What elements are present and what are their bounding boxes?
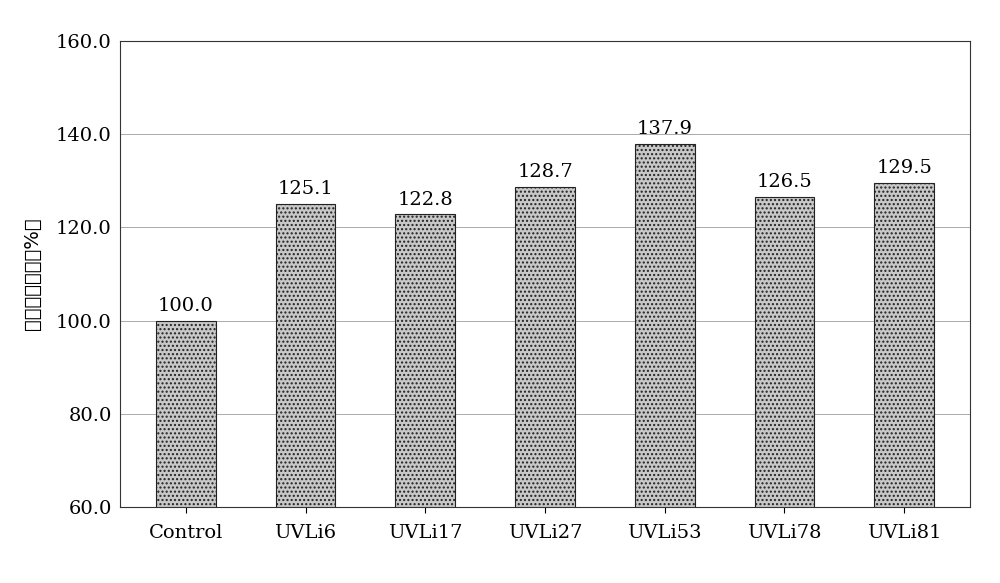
Text: 122.8: 122.8 <box>397 191 453 209</box>
Bar <box>874 183 934 507</box>
Text: 126.5: 126.5 <box>757 174 812 191</box>
Bar <box>395 215 455 507</box>
Bar <box>515 187 575 507</box>
Text: 100.0: 100.0 <box>158 297 214 315</box>
Bar <box>755 197 814 507</box>
Text: 128.7: 128.7 <box>517 163 573 181</box>
Text: 125.1: 125.1 <box>278 180 333 198</box>
Text: 137.9: 137.9 <box>637 120 693 138</box>
Text: 129.5: 129.5 <box>876 160 932 177</box>
Bar <box>635 144 695 507</box>
Y-axis label: 蔗果三糖含量（%）: 蔗果三糖含量（%） <box>23 217 42 331</box>
Bar <box>276 203 335 507</box>
Bar <box>156 321 216 507</box>
